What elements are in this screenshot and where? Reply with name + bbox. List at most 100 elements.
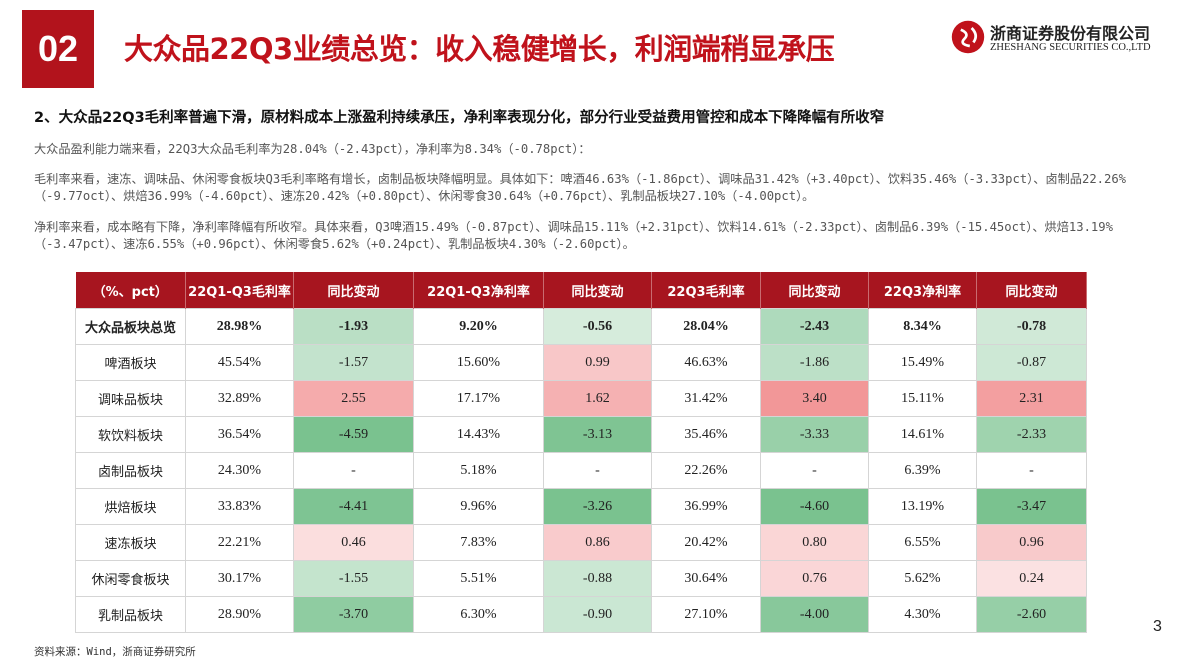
table-cell: 36.54%: [185, 416, 294, 453]
table-cell: -1.57: [293, 344, 414, 381]
table-cell: 8.34%: [868, 308, 977, 345]
table-cell: 2.31: [976, 380, 1087, 417]
section-number: 02: [22, 10, 94, 88]
table-cell: 24.30%: [185, 452, 294, 489]
table-cell: 0.86: [543, 524, 652, 561]
table-cell: 45.54%: [185, 344, 294, 381]
column-header: 22Q1-Q3净利率: [413, 272, 544, 309]
column-header: 22Q1-Q3毛利率: [185, 272, 294, 309]
table-row: 烘焙板块 33.83% -4.41 9.96% -3.26 36.99% -4.60 13.1…: [75, 488, 1087, 525]
table-cell: 1.62: [543, 380, 652, 417]
row-label: 乳制品板块: [75, 596, 186, 633]
table-cell: 35.46%: [651, 416, 761, 453]
table-cell: -: [293, 452, 414, 489]
column-header: 22Q3净利率: [868, 272, 977, 309]
table-cell: 6.39%: [868, 452, 977, 489]
table-cell: 4.30%: [868, 596, 977, 633]
table-cell: -0.90: [543, 596, 652, 633]
table-row: 大众品板块总览 28.98% -1.93 9.20% -0.56 28.04% -2.43 8…: [75, 308, 1087, 345]
table-cell: 30.64%: [651, 560, 761, 597]
logo-circle: [951, 20, 985, 54]
data-table: （%、pct） 22Q1-Q3毛利率 同比变动 22Q1-Q3净利率 同比变动 22Q3毛…: [75, 272, 1087, 633]
table-cell: -3.70: [293, 596, 414, 633]
table-cell: 22.26%: [651, 452, 761, 489]
table-cell: 20.42%: [651, 524, 761, 561]
table-row: 软饮料板块 36.54% -4.59 14.43% -3.13 35.46% -3.33 14…: [75, 416, 1087, 453]
column-header: （%、pct）: [75, 272, 186, 309]
logo: [951, 20, 985, 54]
table-cell: 15.49%: [868, 344, 977, 381]
row-label: 大众品板块总览: [75, 308, 186, 345]
table-cell: 36.99%: [651, 488, 761, 525]
table-cell: 5.62%: [868, 560, 977, 597]
table-cell: 9.20%: [413, 308, 544, 345]
table-cell: 27.10%: [651, 596, 761, 633]
table-row: 乳制品板块 28.90% -3.70 6.30% -0.90 27.10% -4.00 4.3…: [75, 596, 1087, 633]
row-label: 速冻板块: [75, 524, 186, 561]
paragraph: 毛利率来看，速冻、调味品、休闲零食板块Q3毛利率略有增长，卤制品板块降幅明显。具…: [34, 172, 1127, 203]
table-cell: 28.04%: [651, 308, 761, 345]
table-cell: -: [976, 452, 1087, 489]
row-label: 烘焙板块: [75, 488, 186, 525]
table-cell: -2.60: [976, 596, 1087, 633]
table-cell: 31.42%: [651, 380, 761, 417]
table-cell: -4.59: [293, 416, 414, 453]
table-cell: 0.80: [760, 524, 869, 561]
table-row: 啤酒板块 45.54% -1.57 15.60% 0.99 46.63% -1.86 15.4…: [75, 344, 1087, 381]
paragraph: 大众品盈利能力端来看，22Q3大众品毛利率为28.04%（-2.43pct），净…: [34, 142, 591, 156]
table-cell: 5.18%: [413, 452, 544, 489]
row-label: 软饮料板块: [75, 416, 186, 453]
table-cell: 0.46: [293, 524, 414, 561]
table-cell: -1.55: [293, 560, 414, 597]
table-cell: -: [760, 452, 869, 489]
page-number: 3: [1153, 618, 1162, 635]
table-cell: 17.17%: [413, 380, 544, 417]
row-label: 调味品板块: [75, 380, 186, 417]
row-label: 啤酒板块: [75, 344, 186, 381]
table-cell: -3.26: [543, 488, 652, 525]
table-cell: -4.00: [760, 596, 869, 633]
table-cell: 15.11%: [868, 380, 977, 417]
table-row: 调味品板块 32.89% 2.55 17.17% 1.62 31.42% 3.40 15.11…: [75, 380, 1087, 417]
table-cell: 7.83%: [413, 524, 544, 561]
table-cell: -3.33: [760, 416, 869, 453]
table-cell: 22.21%: [185, 524, 294, 561]
table-cell: 0.96: [976, 524, 1087, 561]
header-row: （%、pct） 22Q1-Q3毛利率 同比变动 22Q1-Q3净利率 同比变动 22Q3毛…: [75, 272, 1087, 309]
table-cell: 46.63%: [651, 344, 761, 381]
table-cell: 6.55%: [868, 524, 977, 561]
column-header: 同比变动: [293, 272, 414, 309]
table-row: 卤制品板块 24.30% -5.18% -22.26% -6.39% -: [75, 452, 1087, 489]
table-row: 速冻板块 22.21% 0.46 7.83% 0.86 20.42% 0.80 6.55% 0.…: [75, 524, 1087, 561]
paragraph: 净利率来看，成本略有下降，净利率降幅有所收窄。具体来看，Q3啤酒15.49%（-…: [34, 220, 1113, 251]
table-cell: -: [543, 452, 652, 489]
table-cell: 6.30%: [413, 596, 544, 633]
logo-english: ZHESHANG SECURITIES CO.,LTD: [990, 42, 1151, 53]
column-header: 同比变动: [543, 272, 652, 309]
table-cell: 3.40: [760, 380, 869, 417]
row-label: 卤制品板块: [75, 452, 186, 489]
table-cell: 0.76: [760, 560, 869, 597]
table-row: 休闲零食板块 30.17% -1.55 5.51% -0.88 30.64% 0.76 5.6…: [75, 560, 1087, 597]
table-cell: -3.47: [976, 488, 1087, 525]
source-note: 资料来源：Wind，浙商证券研究所: [34, 646, 196, 658]
row-label: 休闲零食板块: [75, 560, 186, 597]
column-header: 同比变动: [976, 272, 1087, 309]
table-cell: 2.55: [293, 380, 414, 417]
table-cell: 28.98%: [185, 308, 294, 345]
table-cell: 30.17%: [185, 560, 294, 597]
logo-name: 浙商证券股份有限公司: [990, 24, 1151, 43]
table-cell: 32.89%: [185, 380, 294, 417]
table-cell: -2.43: [760, 308, 869, 345]
table-cell: 5.51%: [413, 560, 544, 597]
table-cell: -0.87: [976, 344, 1087, 381]
slide-title: 大众品22Q3业绩总览：收入稳健增长，利润端稍显承压: [124, 32, 835, 66]
table-cell: 33.83%: [185, 488, 294, 525]
table-cell: 0.99: [543, 344, 652, 381]
table-cell: -0.56: [543, 308, 652, 345]
table-cell: 28.90%: [185, 596, 294, 633]
table-cell: -0.88: [543, 560, 652, 597]
column-header: 同比变动: [760, 272, 869, 309]
table-cell: 0.24: [976, 560, 1087, 597]
table-cell: 14.43%: [413, 416, 544, 453]
